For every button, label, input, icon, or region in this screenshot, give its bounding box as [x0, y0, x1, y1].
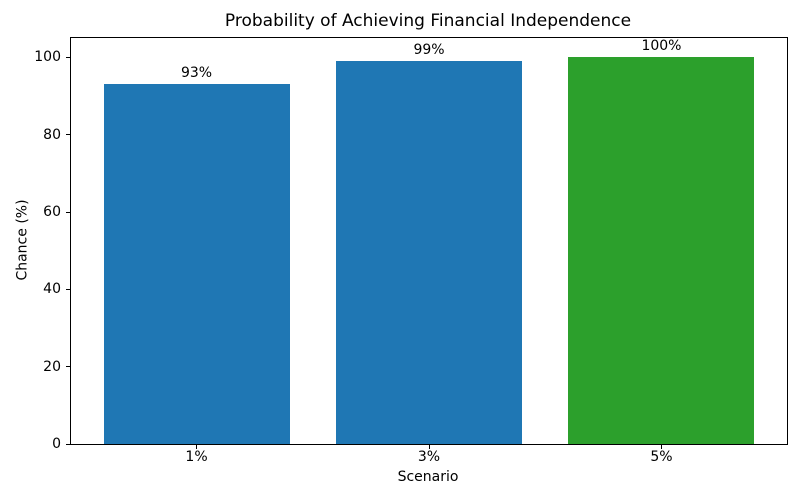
- x-tick-label: 3%: [417, 449, 441, 465]
- y-tick-label: 100: [34, 49, 61, 66]
- x-tick-label: 1%: [185, 449, 208, 465]
- y-tick-label: 20: [43, 358, 61, 375]
- bar-value-label: 93%: [180, 65, 213, 82]
- y-tick-label: 80: [43, 126, 61, 143]
- plot-area: 0 20 40 60 80 100 93% 1% 99% 3% 100% 5%: [34, 37, 788, 464]
- x-axis-label: Scenario: [397, 469, 459, 485]
- y-tick-mark: [66, 366, 70, 368]
- y-tick-mark: [66, 288, 70, 290]
- chart-title: Probability of Achieving Financial Indep…: [224, 11, 632, 31]
- x-tick-mark: [660, 445, 662, 449]
- x-tick-mark: [428, 445, 430, 449]
- y-tick-mark: [66, 56, 70, 58]
- y-tick-mark: [66, 134, 70, 136]
- y-tick-label: 0: [52, 436, 61, 452]
- x-tick-mark: [196, 445, 198, 449]
- y-tick-label: 40: [43, 281, 61, 298]
- y-axis-label-wrap: Chance (%): [8, 37, 38, 443]
- bar-value-label: 99%: [413, 42, 445, 59]
- y-tick-mark: [66, 211, 70, 213]
- x-tick-label: 5%: [650, 449, 673, 465]
- y-tick-mark: [66, 443, 70, 445]
- bar-1%: [103, 84, 290, 444]
- y-tick-label: 60: [43, 204, 61, 220]
- bar-value-label: 100%: [641, 38, 682, 55]
- bar-5%: [568, 57, 755, 444]
- bar-3%: [336, 61, 522, 444]
